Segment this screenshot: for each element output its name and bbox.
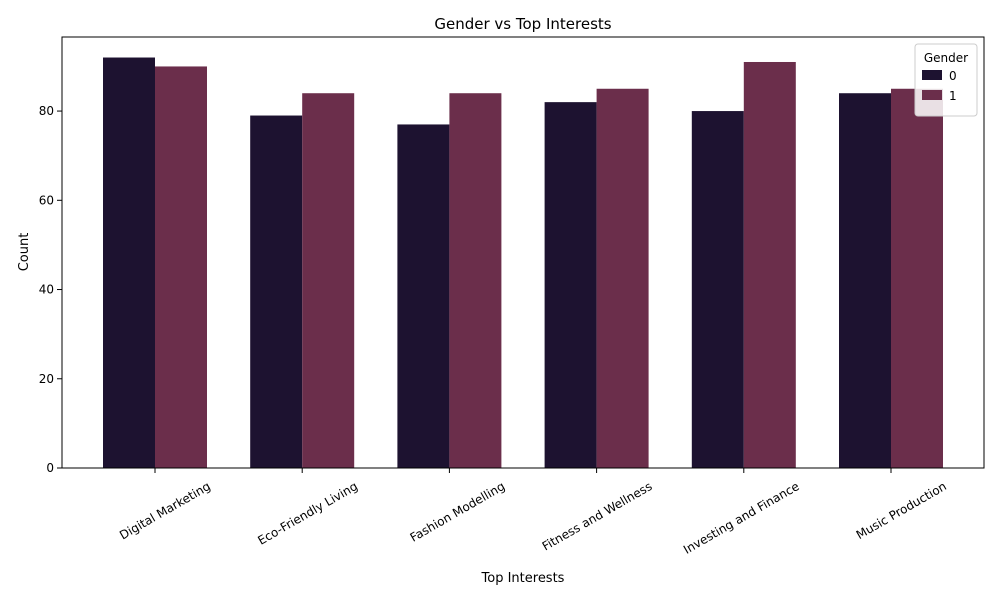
x-tick-label-0: Digital Marketing bbox=[117, 479, 213, 542]
bars-group bbox=[103, 57, 943, 469]
y-tick-label-1: 20 bbox=[39, 372, 54, 386]
legend-label-1: 1 bbox=[949, 89, 957, 103]
bar-series-1-2 bbox=[449, 93, 502, 468]
y-axis: 0 20 40 60 80 bbox=[39, 104, 62, 475]
bar-series-0-0 bbox=[103, 57, 155, 469]
legend-title: Gender bbox=[924, 51, 968, 65]
legend-swatch-1 bbox=[922, 90, 942, 100]
bar-series-0-1 bbox=[250, 115, 303, 468]
y-tick-label-0: 0 bbox=[46, 461, 54, 475]
bar-series-0-4 bbox=[691, 111, 744, 468]
bar-series-1-0 bbox=[155, 66, 207, 468]
x-tick-label-4: Investing and Finance bbox=[681, 479, 802, 557]
bar-series-1-1 bbox=[302, 93, 355, 468]
bar-series-1-4 bbox=[743, 61, 796, 469]
y-tick-label-4: 80 bbox=[39, 104, 54, 118]
x-tick-label-3: Fitness and Wellness bbox=[540, 479, 655, 553]
x-axis: Digital Marketing Eco-Friendly Living Fash… bbox=[117, 468, 949, 557]
bar-series-1-5 bbox=[891, 88, 943, 468]
y-tick-label-3: 60 bbox=[39, 193, 54, 207]
bar-series-1-3 bbox=[596, 88, 649, 468]
chart-title: Gender vs Top Interests bbox=[434, 15, 611, 33]
plot-frame bbox=[61, 36, 985, 469]
x-tick-label-5: Music Production bbox=[854, 479, 949, 542]
legend-label-0: 0 bbox=[949, 69, 957, 83]
bar-series-0-2 bbox=[397, 124, 450, 468]
x-tick-label-1: Eco-Friendly Living bbox=[255, 479, 360, 548]
legend-swatch-0 bbox=[922, 70, 942, 80]
legend: Gender 0 1 bbox=[914, 43, 978, 117]
y-axis-label: Count bbox=[17, 233, 32, 272]
x-axis-label: Top Interests bbox=[481, 571, 565, 586]
bar-series-0-5 bbox=[839, 93, 891, 468]
y-tick-label-2: 40 bbox=[39, 283, 54, 297]
bar-series-0-3 bbox=[544, 102, 597, 468]
x-tick-label-2: Fashion Modelling bbox=[408, 479, 508, 545]
